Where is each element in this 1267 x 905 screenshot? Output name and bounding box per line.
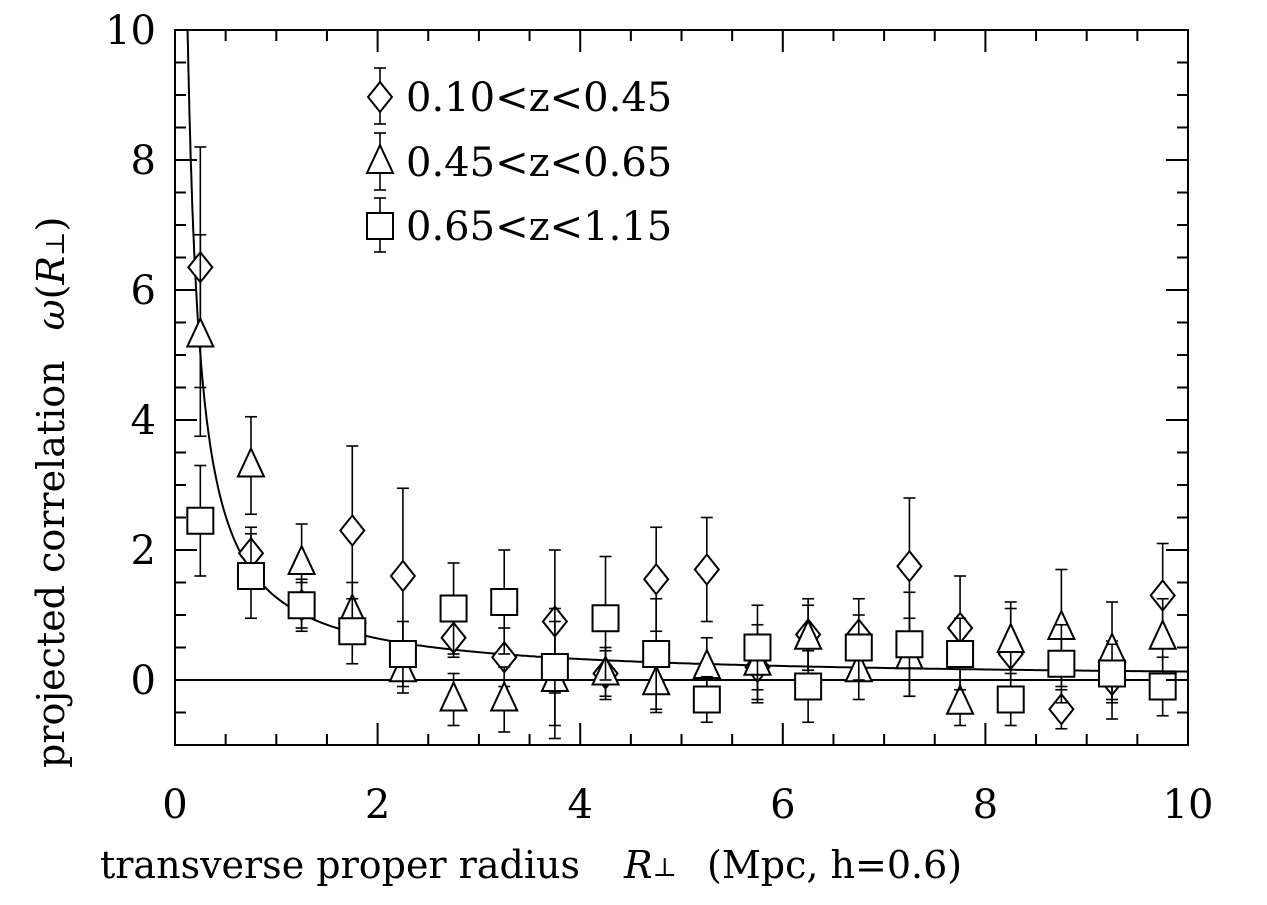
legend-marker-diamond (366, 80, 394, 114)
y-axis-arg-sub: ⊥ (41, 231, 71, 255)
x-tick-label: 0 (162, 782, 187, 828)
y-axis-arg: R (29, 256, 73, 286)
data-point-square (642, 640, 671, 668)
legend-marker-square (366, 212, 394, 240)
data-point-square (388, 640, 417, 668)
data-point-square (490, 588, 519, 616)
data-point-square (186, 506, 215, 535)
data-point-triangle (1148, 618, 1178, 650)
axes-layer: 0 2 4 6 8 10 0 2 4 6 8 10 (105, 8, 1213, 828)
data-point-square (692, 685, 721, 714)
x-axis-symbol-sub: ⊥ (653, 853, 677, 883)
legend-label: 0.10<z<0.45 (406, 75, 672, 121)
data-marks-layer (185, 146, 1178, 740)
data-point-square (946, 640, 975, 668)
fit-curve (186, 30, 1188, 673)
legend-label: 0.45<z<0.65 (406, 140, 672, 186)
x-axis-symbol: R (623, 843, 653, 887)
legend-item-diamond: 0.10<z<0.45 (366, 67, 672, 125)
y-tick-label: 10 (105, 8, 156, 54)
data-point-square (540, 653, 569, 681)
x-axis-title-text: transverse proper radius (100, 843, 580, 887)
data-point-square (1098, 659, 1127, 688)
plot-frame (174, 29, 1189, 746)
y-tick-label: 8 (131, 138, 156, 184)
data-point-triangle (185, 316, 215, 348)
y-tick-label: 6 (131, 268, 156, 314)
data-point-square (743, 633, 772, 662)
x-axis-units: (Mpc, h=0.6) (707, 843, 962, 887)
legend-label: 0.65<z<1.15 (406, 204, 672, 250)
data-point-diamond (339, 513, 366, 548)
data-point-square (1047, 649, 1076, 678)
data-point-triangle (489, 680, 519, 712)
legend-item-square: 0.65<z<1.15 (366, 197, 672, 253)
data-point-diamond (389, 559, 417, 593)
series-square (186, 464, 1177, 727)
legend: 0.10<z<0.45 0.45<z<0.65 0.65<z<1.15 (365, 67, 672, 253)
data-point-square (439, 594, 468, 623)
data-point-diamond (896, 549, 923, 583)
fit-curve-layer (186, 30, 1188, 673)
data-point-diamond (642, 562, 670, 596)
data-point-diamond (693, 552, 721, 587)
y-axis-title-text: projected correlation (29, 360, 73, 768)
y-axis-title: projected correlationω(R⊥) (29, 217, 73, 768)
data-point-triangle (439, 680, 469, 712)
series-diamond (187, 146, 1176, 730)
data-point-triangle (945, 683, 975, 715)
data-point-triangle (996, 621, 1026, 654)
data-point-square (591, 604, 620, 633)
data-point-square (1148, 672, 1177, 701)
x-axis-title: transverse proper radius R⊥ (Mpc, h=0.6) (100, 843, 962, 887)
data-point-square (287, 591, 316, 620)
data-point-triangle (236, 446, 266, 478)
data-point-triangle (793, 618, 823, 650)
data-point-square (895, 630, 924, 659)
data-point-diamond (1048, 692, 1075, 726)
y-tick-label: 0 (131, 658, 156, 704)
data-point-square (236, 562, 265, 590)
data-point-square (996, 685, 1025, 714)
y-tick-label: 4 (131, 398, 156, 444)
x-tick-label: 8 (973, 782, 998, 828)
data-point-square (794, 672, 823, 701)
x-tick-label: 4 (567, 782, 592, 828)
data-point-triangle (287, 543, 317, 576)
x-tick-label: 10 (1163, 782, 1214, 828)
legend-marker-triangle (365, 142, 395, 175)
x-tick-label: 6 (770, 782, 795, 828)
data-point-square (338, 617, 367, 646)
data-point-square (844, 633, 873, 662)
legend-item-triangle: 0.45<z<0.65 (365, 132, 672, 191)
y-tick-label: 2 (131, 528, 156, 574)
x-tick-label: 2 (365, 782, 390, 828)
y-axis-symbol: ω (29, 299, 73, 330)
